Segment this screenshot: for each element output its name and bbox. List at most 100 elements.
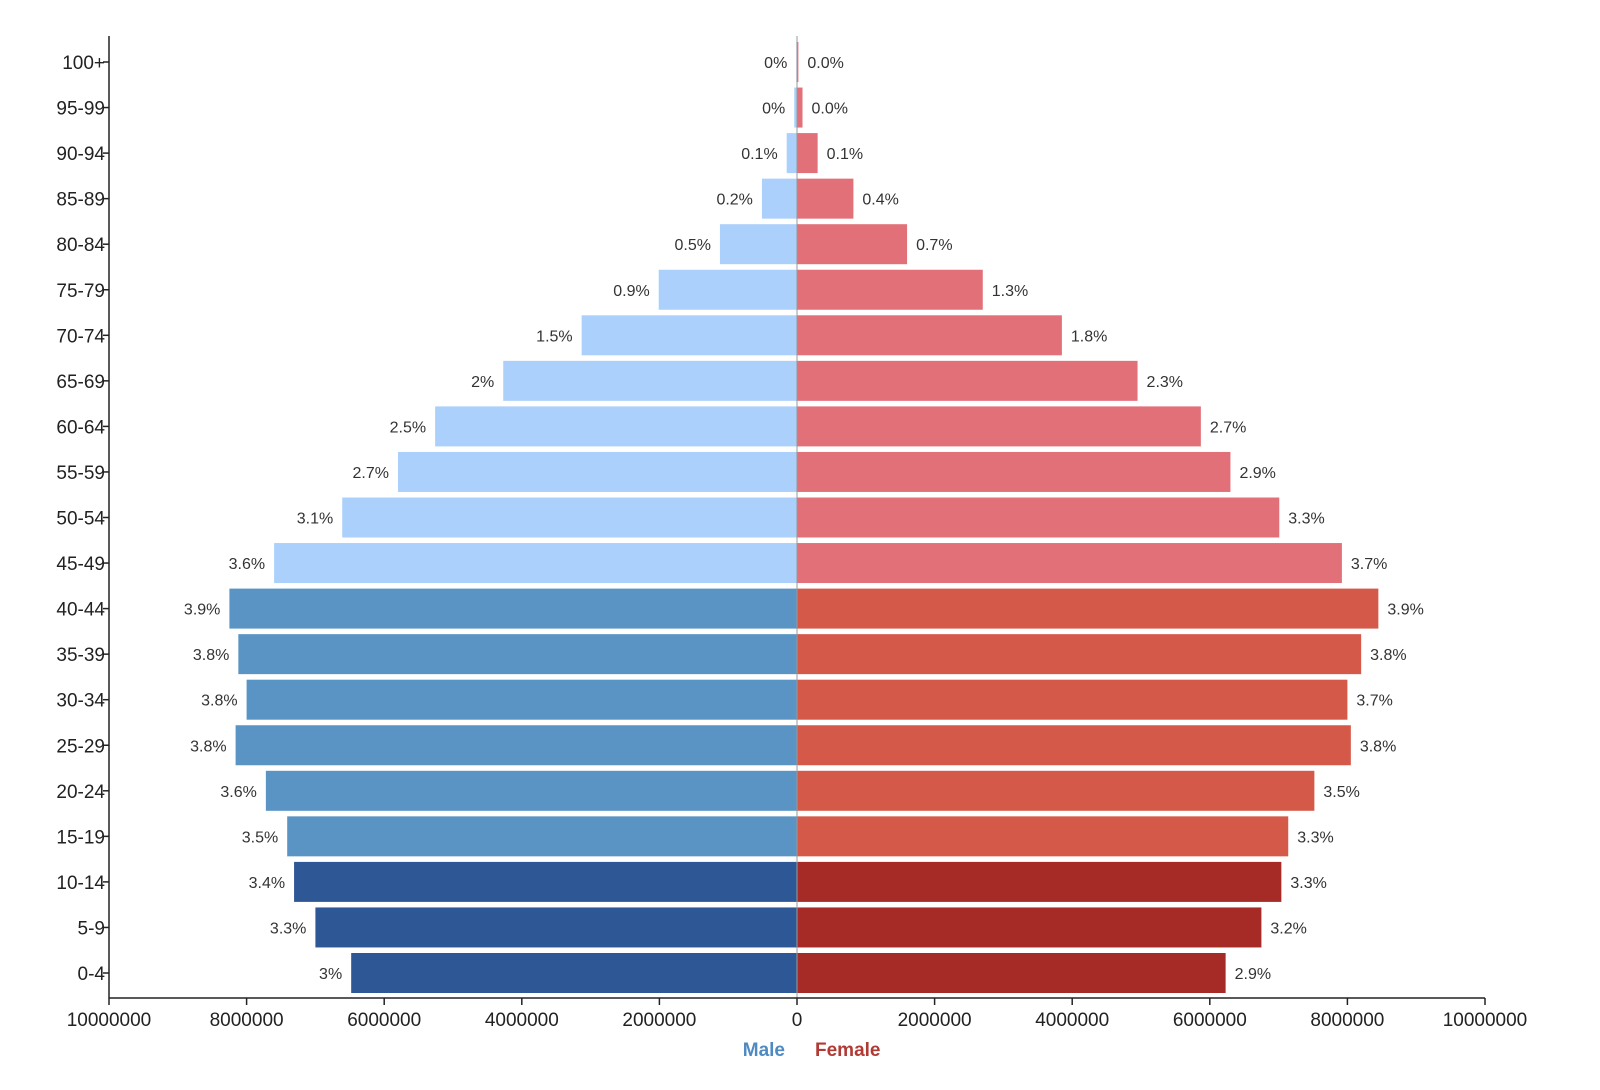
bar-female-0-4 [797,953,1226,993]
pct-label-female-70-74: 1.8% [1071,328,1107,345]
age-label-50-54: 50-54 [56,509,105,530]
pct-label-female-90-94: 0.1% [827,146,863,163]
pct-label-male-0-4: 3% [319,966,342,983]
bar-male-10-14 [294,861,797,902]
age-label-60-64: 60-64 [56,417,105,438]
bar-male-75-79 [658,269,797,310]
age-label-15-19: 15-19 [56,827,105,848]
x-tick-label-3: 4000000 [485,1010,559,1031]
bar-female-35-39 [797,634,1362,675]
pct-label-male-35-39: 3.8% [193,647,229,664]
pct-label-female-30-34: 3.7% [1356,693,1392,710]
pct-label-female-35-39: 3.8% [1370,647,1406,664]
x-tick-label-9: 8000000 [1310,1010,1384,1031]
age-label-20-24: 20-24 [56,782,105,803]
pct-label-female-80-84: 0.7% [916,237,952,254]
bar-female-100plus [797,42,799,82]
bar-female-55-59 [797,451,1231,492]
pct-label-female-75-79: 1.3% [992,283,1028,300]
bar-female-50-54 [797,497,1280,538]
pct-label-female-45-49: 3.7% [1351,556,1387,573]
x-tick-label-0: 10000000 [67,1010,152,1031]
bar-male-30-34 [246,679,798,720]
pct-label-female-20-24: 3.5% [1323,784,1359,801]
age-label-80-84: 80-84 [56,235,105,256]
bar-female-60-64 [797,406,1201,447]
bar-male-15-19 [287,816,797,857]
age-label-70-74: 70-74 [56,326,105,347]
pct-label-male-50-54: 3.1% [297,511,333,528]
bar-male-50-54 [342,497,797,538]
x-tick-label-1: 8000000 [210,1010,284,1031]
age-label-10-14: 10-14 [56,873,105,894]
bar-female-80-84 [797,224,908,265]
pct-label-male-100plus: 0% [764,55,787,72]
x-tick-label-10: 10000000 [1443,1010,1528,1031]
bar-male-25-29 [235,725,798,766]
bar-female-85-89 [797,178,854,219]
pct-label-female-100plus: 0.0% [807,55,843,72]
age-label-100plus: 100+ [62,53,105,74]
bar-female-75-79 [797,269,983,310]
bars-layer [229,42,1379,993]
age-label-40-44: 40-44 [56,600,105,621]
bar-male-20-24 [265,770,797,811]
pct-label-male-25-29: 3.8% [190,738,226,755]
pct-label-female-85-89: 0.4% [862,192,898,209]
pct-label-female-25-29: 3.8% [1360,738,1396,755]
age-label-5-9: 5-9 [78,918,105,939]
pct-label-male-20-24: 3.6% [220,784,256,801]
bar-male-40-44 [229,588,797,629]
bar-female-40-44 [797,588,1379,629]
bar-female-45-49 [797,543,1342,584]
pct-label-male-95-99: 0% [762,101,785,118]
pct-label-male-45-49: 3.6% [229,556,265,573]
pct-label-male-65-69: 2% [471,374,494,391]
pct-label-female-40-44: 3.9% [1387,602,1423,619]
age-label-30-34: 30-34 [56,691,105,712]
pct-label-female-50-54: 3.3% [1288,511,1324,528]
bar-female-90-94 [797,133,818,174]
age-label-65-69: 65-69 [56,372,105,393]
pct-label-female-10-14: 3.3% [1290,875,1326,892]
x-tick-label-4: 2000000 [622,1010,696,1031]
age-label-25-29: 25-29 [56,736,105,757]
bar-male-5-9 [315,907,797,948]
pct-label-male-70-74: 1.5% [536,328,572,345]
bar-female-70-74 [797,315,1062,356]
bar-female-25-29 [797,725,1351,766]
pct-label-female-0-4: 2.9% [1235,966,1271,983]
pct-label-female-60-64: 2.7% [1210,419,1246,436]
bar-male-65-69 [503,360,797,401]
bar-male-45-49 [274,543,797,584]
bar-male-80-84 [719,224,797,265]
bar-male-90-94 [786,133,797,174]
bar-male-0-4 [351,953,797,993]
pct-label-female-65-69: 2.3% [1147,374,1183,391]
legend-male-label: Male [743,1040,785,1061]
age-label-45-49: 45-49 [56,554,105,575]
pct-label-male-15-19: 3.5% [242,829,278,846]
age-label-85-89: 85-89 [56,190,105,211]
bar-female-20-24 [797,770,1315,811]
bar-male-55-59 [397,451,797,492]
pct-label-female-5-9: 3.2% [1270,920,1306,937]
pct-label-male-90-94: 0.1% [741,146,777,163]
x-tick-label-8: 6000000 [1173,1010,1247,1031]
bar-male-95-99 [794,87,797,128]
pct-label-male-75-79: 0.9% [613,283,649,300]
pct-label-male-80-84: 0.5% [674,237,710,254]
pct-label-male-30-34: 3.8% [201,693,237,710]
legend: Male Female [743,1040,881,1061]
pct-label-male-60-64: 2.5% [390,419,426,436]
pct-label-male-40-44: 3.9% [184,602,220,619]
pct-label-male-55-59: 2.7% [352,465,388,482]
bar-female-65-69 [797,360,1138,401]
age-label-35-39: 35-39 [56,645,105,666]
bar-female-15-19 [797,816,1289,857]
bar-female-5-9 [797,907,1262,948]
bar-female-30-34 [797,679,1348,720]
bar-male-85-89 [761,178,797,219]
